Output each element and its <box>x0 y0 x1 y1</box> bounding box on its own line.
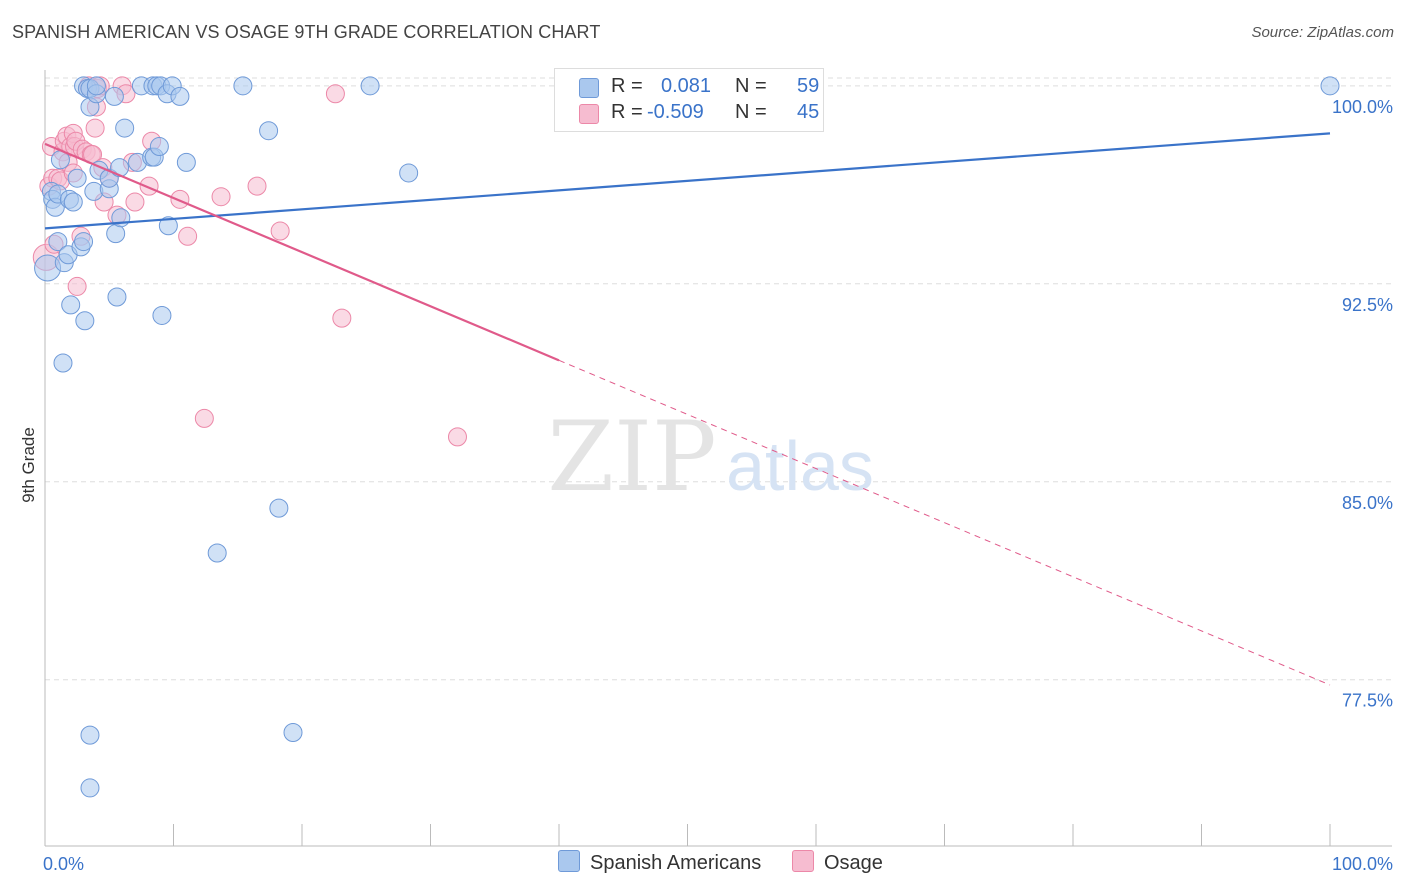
spanish-americans-point <box>176 152 196 172</box>
osage-point <box>67 276 87 296</box>
legend-r-label: R = <box>611 75 643 97</box>
axes <box>44 70 1392 847</box>
spanish-americans-point <box>115 118 135 138</box>
spanish-americans-point <box>67 168 87 188</box>
osage-point <box>325 84 345 104</box>
spanish-americans-point <box>1320 76 1340 96</box>
osage-point <box>85 118 105 138</box>
spanish-americans-point <box>259 121 279 141</box>
spanish-americans-point <box>75 311 95 331</box>
osage-point <box>178 226 198 246</box>
spanish-americans-point <box>53 353 73 373</box>
spanish-americans-point <box>152 305 172 325</box>
spanish-americans-trend-line <box>44 132 1331 230</box>
chart-title: SPANISH AMERICAN VS OSAGE 9TH GRADE CORR… <box>12 22 601 42</box>
spanish-americans-point <box>80 778 100 798</box>
osage-point <box>447 427 467 447</box>
watermark-zip: ZIP <box>547 401 716 513</box>
legend-r-value: -0.509 <box>647 101 704 123</box>
spanish-americans-point <box>107 287 127 307</box>
spanish-americans-point <box>104 86 124 106</box>
osage-trend-line <box>44 142 560 362</box>
osage-point <box>247 176 267 196</box>
x-tick-label-max: 100.0% <box>1332 854 1393 874</box>
spanish-americans-point <box>61 295 81 315</box>
osage-point <box>170 189 190 209</box>
spanish-americans-point <box>283 723 303 743</box>
spanish-americans-point <box>233 76 253 96</box>
watermark-atlas: atlas <box>726 427 874 505</box>
spanish-americans-point <box>207 543 227 563</box>
spanish-americans-point <box>158 216 178 236</box>
legend-n-value: 45 <box>797 101 820 123</box>
legend-swatch-blue <box>579 78 599 98</box>
spanish-americans-point <box>360 76 380 96</box>
legend-n-value: 59 <box>797 75 820 97</box>
osage-point <box>194 408 214 428</box>
osage-trend-line-extrapolated <box>558 359 1331 686</box>
spanish-americans-point <box>63 192 83 212</box>
spanish-americans-point <box>110 158 130 178</box>
tick-labels: 100.0% 92.5% 85.0% 77.5% 0.0% 100.0% <box>43 97 1393 874</box>
x-tick-label-min: 0.0% <box>43 854 84 874</box>
osage-point <box>270 221 290 241</box>
spanish-americans-point <box>86 76 106 96</box>
y-tick-label: 77.5% <box>1342 691 1393 711</box>
bottom-legend-osage: Osage <box>792 850 883 875</box>
legend-r-value: 0.081 <box>661 75 712 97</box>
y-tick-label: 100.0% <box>1332 97 1393 117</box>
spanish-americans-point <box>170 86 190 106</box>
gridlines <box>45 77 1392 681</box>
spanish-americans-point <box>48 232 68 252</box>
spanish-americans-point <box>74 232 94 252</box>
bottom-legend-label: Spanish Americans <box>590 852 762 874</box>
osage-point <box>125 192 145 212</box>
legend-n-label: N = <box>735 101 767 123</box>
spanish-americans-point <box>149 137 169 157</box>
spanish-americans-point <box>80 725 100 745</box>
watermark: ZIP atlas <box>547 401 874 513</box>
bottom-legend-swatch-blue <box>558 850 580 872</box>
bottom-legend-label: Osage <box>824 852 883 874</box>
osage-point <box>211 187 231 207</box>
spanish-americans-point <box>106 224 126 244</box>
osage-points <box>32 76 467 447</box>
source-label: Source: ZipAtlas.com <box>1251 24 1394 41</box>
osage-point <box>332 308 352 328</box>
y-axis-label: 9th Grade <box>19 427 38 503</box>
spanish-americans-point <box>269 498 289 518</box>
bottom-legend-spanish-americans: Spanish Americans <box>558 850 761 875</box>
legend-n-label: N = <box>735 75 767 97</box>
legend-r-label: R = <box>611 101 643 123</box>
trend-lines <box>44 132 1331 686</box>
correlation-legend: R = 0.081 N = 59 R = -0.509 N = 45 <box>554 68 824 132</box>
bottom-legend-swatch-pink <box>792 850 814 872</box>
legend-swatch-pink <box>579 104 599 124</box>
spanish-americans-point <box>399 163 419 183</box>
y-tick-label: 85.0% <box>1342 493 1393 513</box>
spanish-americans-points <box>34 76 1340 798</box>
y-tick-label: 92.5% <box>1342 295 1393 315</box>
